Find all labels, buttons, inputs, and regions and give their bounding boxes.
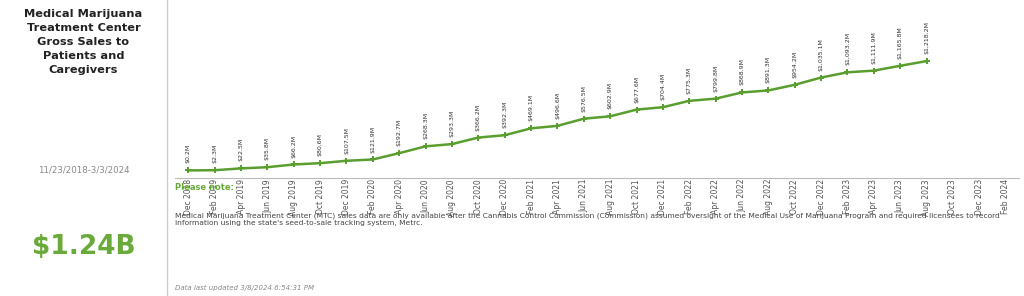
Text: $121.9M: $121.9M [371, 126, 376, 152]
Text: Medical Marijuana
Treatment Center
Gross Sales to
Patients and
Caregivers: Medical Marijuana Treatment Center Gross… [25, 9, 142, 75]
Text: $35.8M: $35.8M [265, 137, 270, 160]
Text: $602.9M: $602.9M [607, 82, 612, 109]
Text: $469.1M: $469.1M [528, 94, 534, 121]
Text: $80.6M: $80.6M [317, 133, 323, 156]
Text: $496.6M: $496.6M [555, 92, 560, 119]
Text: $392.3M: $392.3M [502, 101, 507, 128]
Text: $576.5M: $576.5M [582, 85, 587, 112]
Text: $107.5M: $107.5M [344, 127, 349, 154]
Text: 11/23/2018-3/3/2024: 11/23/2018-3/3/2024 [38, 166, 129, 175]
Text: $366.2M: $366.2M [476, 104, 481, 131]
Text: $22.5M: $22.5M [239, 138, 244, 161]
Text: $2.3M: $2.3M [212, 144, 217, 163]
Text: $0.2M: $0.2M [185, 144, 190, 163]
Text: $66.2M: $66.2M [291, 134, 296, 157]
Text: $1,165.8M: $1,165.8M [898, 26, 903, 59]
Text: $704.4M: $704.4M [660, 73, 666, 100]
Text: $1,093.2M: $1,093.2M [845, 32, 850, 65]
Text: $799.8M: $799.8M [713, 65, 718, 92]
Text: $954.2M: $954.2M [793, 51, 798, 78]
Text: Data last updated 3/8/2024 6:54:31 PM: Data last updated 3/8/2024 6:54:31 PM [175, 285, 314, 291]
Text: $1,111.9M: $1,111.9M [871, 31, 877, 64]
Text: Medical Marijuana Treatment Center (MTC) sales data are only available after the: Medical Marijuana Treatment Center (MTC)… [175, 213, 999, 226]
Text: $268.3M: $268.3M [423, 112, 428, 139]
Text: $192.7M: $192.7M [396, 119, 401, 146]
Text: $868.9M: $868.9M [739, 59, 744, 86]
Text: $677.6M: $677.6M [634, 75, 639, 103]
Text: $1,218.2M: $1,218.2M [924, 21, 929, 54]
Text: $293.3M: $293.3M [450, 110, 455, 137]
Text: $775.3M: $775.3M [687, 67, 692, 94]
Text: $1,035.1M: $1,035.1M [818, 38, 823, 70]
Text: Please note:: Please note: [175, 183, 234, 192]
Text: $891.3M: $891.3M [766, 56, 771, 83]
Text: $1.24B: $1.24B [32, 234, 135, 260]
